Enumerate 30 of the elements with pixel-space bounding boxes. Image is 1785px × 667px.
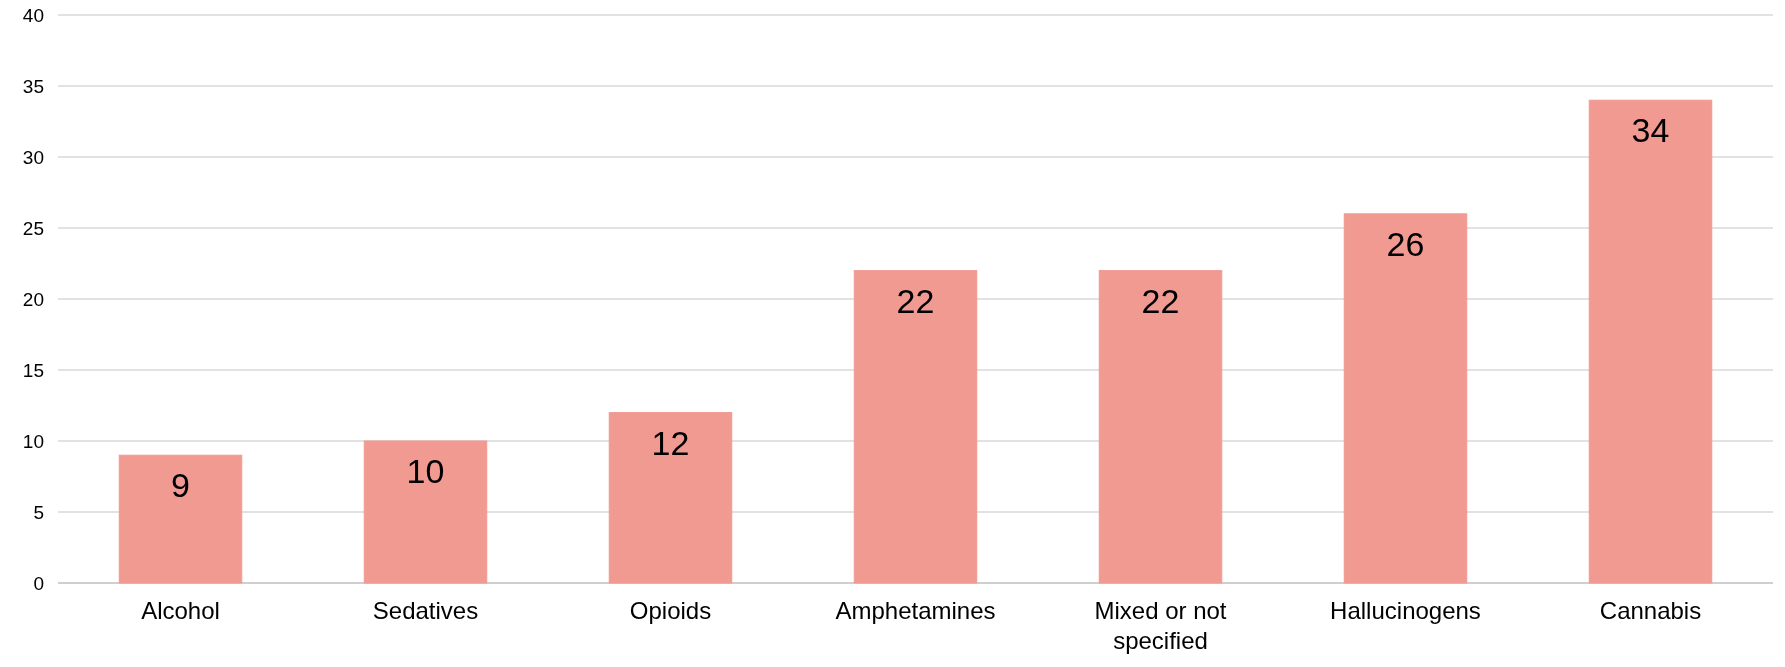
y-tick-label: 40	[22, 4, 44, 26]
data-label: 22	[1141, 281, 1180, 320]
bar	[853, 270, 978, 584]
data-label: 10	[406, 452, 445, 490]
bar	[1098, 270, 1223, 584]
x-tick-label: Hallucinogens	[1330, 597, 1481, 624]
bar	[608, 412, 733, 584]
x-tick-label: Amphetamines	[835, 597, 996, 624]
y-tick-label: 20	[22, 288, 44, 310]
x-tick-label: Cannabis	[1599, 597, 1702, 624]
y-tick-label: 30	[22, 146, 44, 168]
data-label: 26	[1386, 224, 1425, 263]
data-label: 34	[1631, 111, 1670, 150]
y-tick-label: 10	[22, 430, 44, 452]
bar	[118, 454, 243, 584]
x-tick-label: Sedatives	[372, 597, 479, 624]
data-label: 22	[896, 281, 935, 320]
y-tick-label: 0	[33, 572, 44, 594]
y-tick-label: 35	[22, 75, 44, 97]
bar	[1343, 213, 1468, 584]
bar	[1588, 99, 1713, 584]
y-tick-label: 5	[33, 501, 44, 523]
x-tick-label: Mixed or not specified	[1094, 597, 1227, 654]
x-tick-label: Alcohol	[141, 597, 220, 624]
y-tick-label: 15	[22, 359, 44, 381]
data-label: 12	[651, 423, 690, 462]
bar	[363, 440, 488, 584]
y-tick-label: 25	[22, 217, 44, 239]
x-tick-label: Opioids	[629, 597, 712, 624]
data-label: 9	[171, 466, 190, 505]
